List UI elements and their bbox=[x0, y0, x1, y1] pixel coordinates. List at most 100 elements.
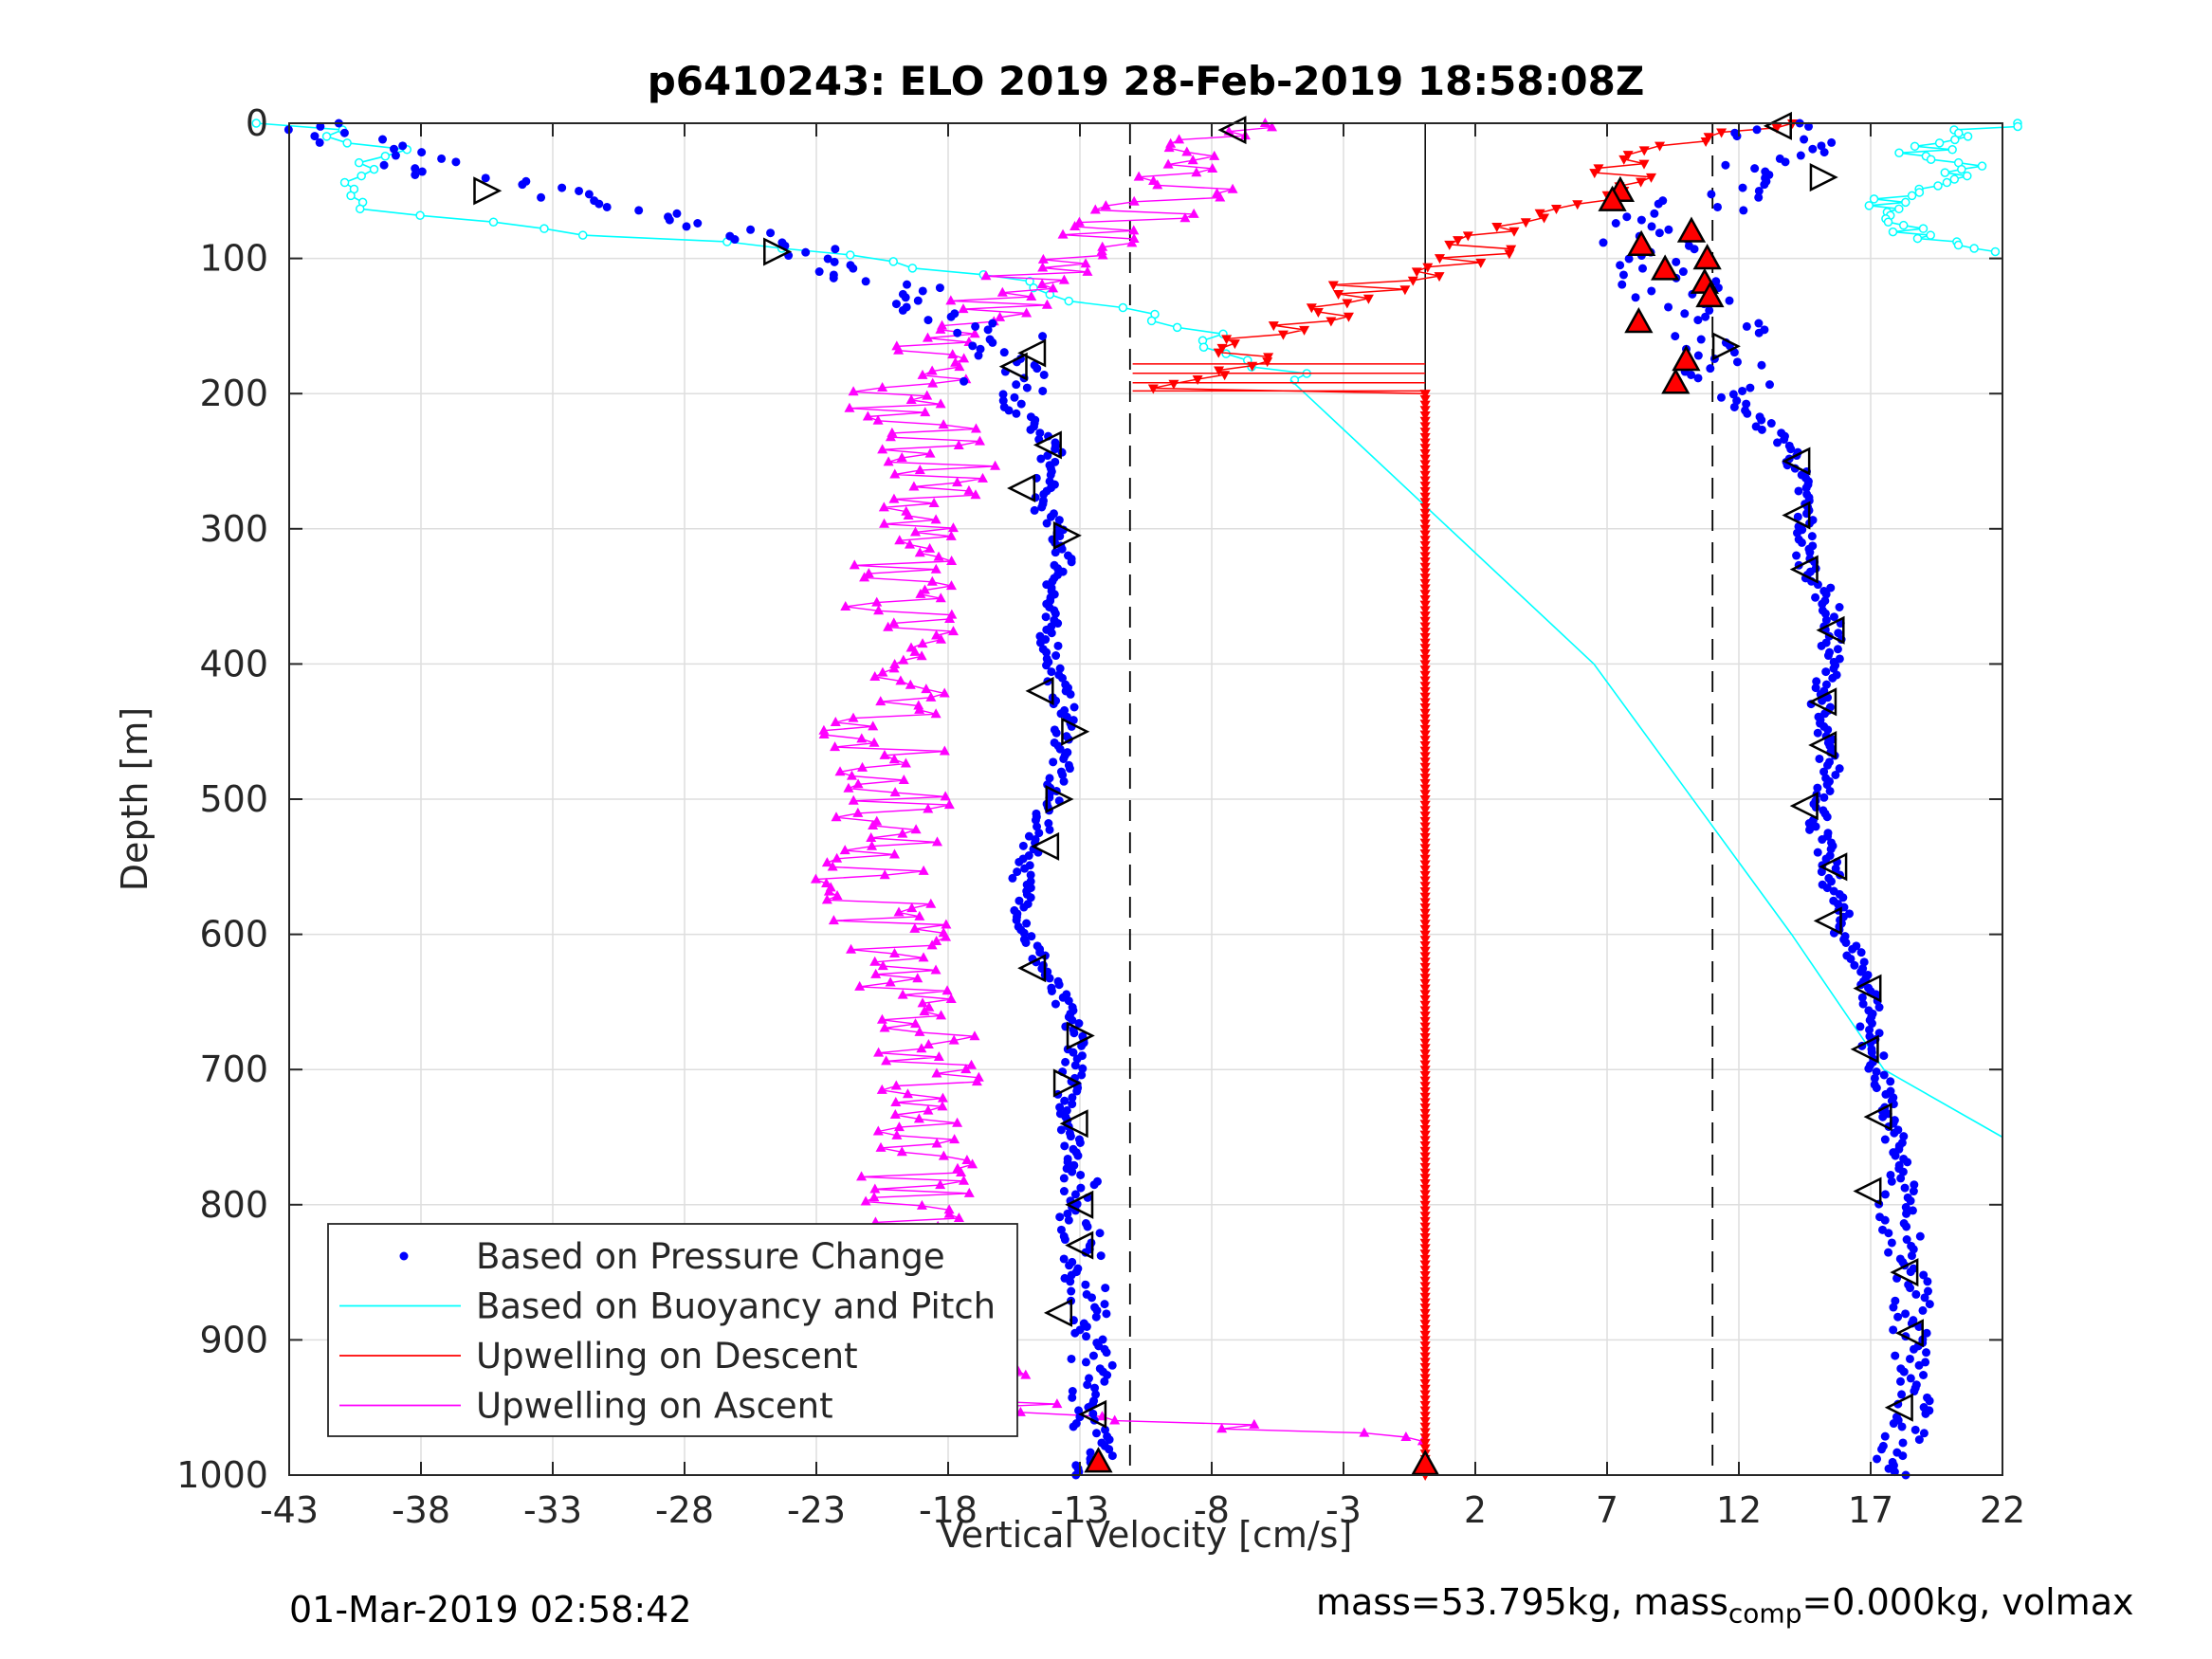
pressure-point bbox=[1797, 538, 1806, 547]
ascent-point bbox=[925, 898, 937, 908]
pressure-point bbox=[1045, 774, 1054, 783]
descent-point bbox=[1419, 524, 1431, 535]
descent-point bbox=[1419, 1254, 1431, 1265]
pressure-point bbox=[1019, 902, 1029, 912]
ascent-point bbox=[952, 1162, 963, 1173]
ascent-point bbox=[843, 782, 854, 793]
descent-point bbox=[1419, 638, 1431, 648]
pressure-point bbox=[1919, 1370, 1929, 1379]
descent-point bbox=[1419, 1222, 1431, 1232]
descent-point bbox=[1419, 552, 1431, 562]
open-triangle-marker bbox=[1782, 447, 1811, 476]
pressure-point bbox=[1813, 783, 1822, 793]
ascent-point bbox=[969, 1030, 980, 1041]
pressure-point bbox=[1742, 321, 1751, 331]
descent-point bbox=[1419, 990, 1431, 1000]
buoyancy-point bbox=[415, 210, 425, 221]
descent-point bbox=[1419, 703, 1431, 714]
pressure-point bbox=[1821, 680, 1831, 689]
descent-point bbox=[1419, 1308, 1431, 1319]
pressure-point bbox=[1757, 360, 1766, 370]
ascent-point bbox=[1041, 299, 1052, 309]
ascent-point bbox=[937, 1092, 948, 1103]
pressure-point bbox=[1016, 399, 1026, 409]
ascent-point bbox=[879, 749, 890, 759]
ascent-point bbox=[913, 700, 924, 710]
pressure-point bbox=[1611, 219, 1620, 228]
ascent-point bbox=[970, 423, 981, 433]
pressure-point bbox=[1804, 121, 1814, 131]
descent-point bbox=[1419, 520, 1431, 530]
descent-point bbox=[1419, 530, 1431, 540]
pressure-point bbox=[1074, 1406, 1084, 1415]
pressure-point bbox=[1725, 296, 1734, 305]
pressure-point bbox=[1880, 1431, 1890, 1441]
ascent-point bbox=[852, 807, 864, 817]
ascent-point bbox=[926, 365, 938, 375]
pressure-point bbox=[602, 202, 612, 211]
open-triangle-marker bbox=[1025, 676, 1054, 705]
ascent-point bbox=[1128, 233, 1140, 244]
ascent-point bbox=[1227, 183, 1238, 193]
pressure-point bbox=[1903, 1158, 1912, 1167]
ascent-point bbox=[930, 514, 941, 524]
ascent-point bbox=[931, 1067, 942, 1078]
pressure-point bbox=[1060, 1235, 1069, 1245]
descent-point bbox=[1419, 498, 1431, 508]
buoyancy-point bbox=[1950, 135, 1960, 145]
pressure-point bbox=[411, 164, 420, 173]
ascent-point bbox=[937, 319, 948, 330]
ascent-point bbox=[1082, 265, 1093, 276]
pressure-point bbox=[1899, 1132, 1909, 1141]
pressure-point bbox=[935, 283, 944, 293]
pressure-point bbox=[1800, 135, 1809, 144]
pressure-point bbox=[1687, 370, 1696, 379]
ascent-point bbox=[869, 956, 881, 966]
pressure-point bbox=[898, 305, 907, 315]
y-tick-label: 700 bbox=[199, 1048, 268, 1090]
descent-point bbox=[1419, 952, 1431, 962]
descent-point bbox=[1419, 1282, 1431, 1292]
pressure-point bbox=[1887, 1176, 1896, 1186]
ascent-point bbox=[888, 848, 900, 859]
pressure-point bbox=[1865, 1025, 1874, 1034]
ascent-point bbox=[873, 605, 885, 615]
ascent-point bbox=[905, 679, 916, 689]
descent-point bbox=[1419, 724, 1431, 735]
ascent-point bbox=[967, 1158, 978, 1169]
pressure-point bbox=[1076, 1170, 1086, 1179]
descent-point bbox=[1312, 307, 1324, 318]
pressure-point bbox=[1051, 728, 1061, 738]
pressure-point bbox=[1088, 1293, 1097, 1303]
ascent-point bbox=[922, 332, 933, 342]
descent-point bbox=[1419, 870, 1431, 881]
pressure-point bbox=[1813, 848, 1822, 857]
descent-point bbox=[1434, 254, 1445, 264]
pressure-point bbox=[1095, 1229, 1105, 1238]
x-axis-label: Vertical Velocity [cm/s] bbox=[940, 1514, 1353, 1556]
pressure-point bbox=[1909, 1187, 1918, 1196]
ascent-point bbox=[1021, 307, 1033, 318]
ascent-point bbox=[1209, 150, 1220, 160]
pressure-point bbox=[682, 222, 691, 231]
pressure-point bbox=[1829, 612, 1838, 622]
ascent-point bbox=[856, 1171, 868, 1181]
pressure-point bbox=[1046, 470, 1055, 480]
pressure-point bbox=[1874, 1029, 1884, 1038]
pressure-point bbox=[998, 390, 1008, 399]
descent-point bbox=[1419, 670, 1431, 681]
pressure-point bbox=[1822, 884, 1832, 893]
pressure-point bbox=[1889, 1419, 1898, 1429]
pressure-point bbox=[1889, 1325, 1898, 1335]
pressure-point bbox=[1818, 599, 1827, 609]
legend-box bbox=[327, 1223, 1018, 1437]
open-triangle-marker bbox=[1809, 163, 1838, 192]
pressure-point bbox=[1101, 1425, 1110, 1434]
buoyancy-point bbox=[1949, 174, 1960, 184]
pressure-point bbox=[1054, 980, 1064, 990]
pressure-point bbox=[1091, 1390, 1101, 1399]
pressure-point bbox=[1902, 1209, 1911, 1218]
pressure-point bbox=[1811, 592, 1820, 602]
pressure-point bbox=[1804, 819, 1814, 829]
ascent-point bbox=[950, 356, 961, 367]
